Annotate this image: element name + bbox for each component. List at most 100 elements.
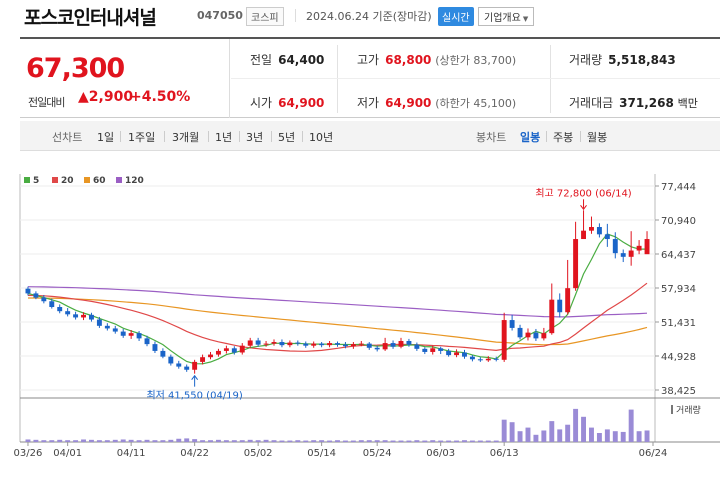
- candle-body: [200, 357, 206, 362]
- candle-body: [509, 320, 515, 328]
- candle-body: [382, 343, 388, 350]
- ma120-line: [27, 286, 648, 318]
- x-tick-label: 06/03: [426, 448, 455, 459]
- volume-bar: [501, 419, 507, 442]
- candle-body: [120, 331, 126, 336]
- period-5y[interactable]: 5년: [278, 131, 296, 144]
- ma60-line: [28, 297, 648, 346]
- volume-bar: [350, 440, 356, 442]
- x-tick-label: 04/01: [53, 448, 82, 459]
- candle-body: [279, 342, 285, 346]
- live-button[interactable]: 실시간: [438, 7, 474, 26]
- period-divider: [546, 131, 547, 142]
- volume-bar: [136, 440, 142, 442]
- period-1y[interactable]: 1년: [215, 131, 233, 144]
- volume-bar: [485, 440, 491, 442]
- current-price-box: 67,300 전일대비 ▲2,900 +4.50%: [20, 39, 230, 118]
- candle-body: [517, 327, 523, 338]
- candle-body: [644, 239, 650, 255]
- volume-bar: [33, 439, 39, 442]
- prev-close-value: 64,400: [278, 53, 325, 67]
- period-bar: 선차트 1일 1주일 3개월 1년 3년 5년 10년 봉차트 일봉 주봉 월봉: [20, 121, 720, 151]
- volume-bar: [112, 439, 118, 442]
- candle-body: [462, 352, 467, 357]
- volume-bar: [192, 439, 198, 442]
- volume-bar: [342, 440, 348, 442]
- volume-bar: [168, 439, 174, 442]
- volume-value: 5,518,843: [608, 53, 676, 67]
- candle-body: [104, 325, 110, 329]
- volume-bar: [366, 440, 372, 442]
- volume-bar: [589, 427, 594, 442]
- trade-amount: 거래대금 371,268 백만: [569, 94, 698, 111]
- company-info-dropdown[interactable]: 기업개요 ▼: [478, 7, 535, 26]
- candle-body: [414, 344, 420, 349]
- volume-bar: [144, 439, 150, 442]
- volume-bar: [231, 440, 237, 442]
- volume-bar: [517, 431, 523, 442]
- stock-chart[interactable]: 77,444 70,940 64,437 57,934 51,431 44,928 38,4…: [0, 170, 720, 478]
- period-10y[interactable]: 10년: [309, 131, 334, 144]
- volume-bar: [557, 429, 563, 442]
- amount-value: 371,268: [619, 96, 674, 110]
- candle-weekly[interactable]: 주봉: [553, 131, 574, 144]
- volume-bar: [533, 434, 539, 442]
- candle-body: [596, 227, 602, 235]
- volume-bar: [446, 440, 452, 442]
- candle-body: [247, 340, 253, 346]
- volume-bar: [255, 440, 261, 442]
- volume-bar: [73, 440, 79, 442]
- volume-bar: [438, 440, 444, 442]
- candle-body: [287, 342, 293, 346]
- volume-bar: [374, 440, 380, 442]
- change-percent: +4.50%: [130, 89, 191, 105]
- candle-body: [319, 343, 325, 346]
- candle-body: [327, 343, 333, 346]
- volume-bar: [176, 438, 182, 442]
- period-1w[interactable]: 1주일: [128, 131, 156, 144]
- candle-body: [128, 333, 134, 336]
- volume-bar: [65, 440, 71, 442]
- period-1d[interactable]: 1일: [97, 131, 115, 144]
- volume-legend-mark: [671, 405, 673, 414]
- volume-bar: [128, 439, 134, 442]
- legend-ma60: 60: [84, 176, 106, 186]
- y-tick-label: 70,940: [661, 216, 696, 227]
- candle-body: [438, 348, 444, 351]
- candle-body: [589, 227, 594, 231]
- low-price: 저가 64,900 (하한가 45,100): [357, 94, 516, 111]
- volume-bar: [223, 440, 229, 442]
- candle-body: [192, 361, 198, 370]
- y-tick-label: 64,437: [661, 250, 696, 261]
- volume-bar: [644, 430, 650, 442]
- candle-body: [65, 311, 71, 315]
- stock-name: 포스코인터내셔널: [24, 7, 157, 29]
- price-summary: 67,300 전일대비 ▲2,900 +4.50% 전일 64,400 고가 68,…: [20, 37, 720, 118]
- candle-chart-label: 봉차트: [476, 131, 507, 144]
- candle-body: [89, 314, 94, 320]
- volume-bar: [612, 431, 618, 442]
- period-3y[interactable]: 3년: [246, 131, 264, 144]
- volume-bar: [25, 439, 31, 442]
- candle-body: [477, 359, 483, 361]
- prev-close: 전일 64,400: [250, 51, 324, 68]
- period-3m[interactable]: 3개월: [172, 131, 200, 144]
- volume-bar: [541, 430, 547, 442]
- amount-unit: 백만: [677, 97, 698, 110]
- period-divider: [164, 131, 165, 142]
- candle-monthly[interactable]: 월봉: [587, 131, 608, 144]
- candle-body: [406, 340, 412, 345]
- volume-bar: [604, 429, 610, 442]
- candle-body: [223, 348, 229, 351]
- candle-daily[interactable]: 일봉: [520, 131, 541, 144]
- candle-body: [422, 348, 428, 352]
- period-divider: [271, 131, 272, 142]
- volume-bar: [406, 440, 412, 442]
- candle-body: [549, 299, 555, 334]
- candle-body: [25, 288, 31, 294]
- candle-body: [374, 347, 380, 350]
- volume-bar: [581, 416, 586, 442]
- volume-bar: [184, 438, 190, 442]
- volume-bar: [200, 440, 206, 442]
- candle-body: [184, 366, 190, 370]
